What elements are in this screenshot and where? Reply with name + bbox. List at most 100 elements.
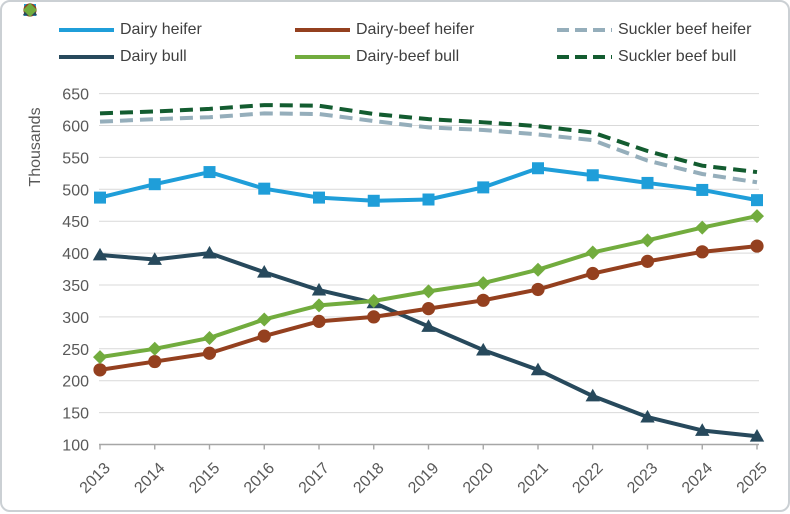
data-point-dairy-heifer [751,194,763,207]
data-point-dairy-beef-heifer [421,302,436,316]
data-point-dairy-heifer [367,194,380,207]
data-point-dairy-bull [695,423,710,436]
data-point-dairy-beef-bull [366,293,381,308]
y-tick-label: 550 [62,150,89,167]
x-tick-label: 2016 [241,460,278,497]
x-tick-label: 2025 [734,460,771,497]
legend-item-suckler-beef-bull: Suckler beef bull [556,47,751,67]
plot-generated: 100 150 200 250 300 350 400 450 500 550 600 650 2013… [22,2,771,497]
data-point-dairy-beef-heifer [257,329,271,343]
series-line-dairy-bull [98,251,759,439]
legend-label: Dairy-beef heifer [356,21,475,38]
data-point-dairy-bull [147,252,162,265]
legend-label: Dairy heifer [120,21,202,38]
series-line-suckler-beef-heifer [99,111,758,185]
data-point-dairy-beef-bull [147,341,162,356]
data-point-dairy-bull [202,245,217,259]
x-tick-label: 2020 [460,460,497,497]
legend-item-suckler-beef-heifer: Suckler beef heifer [556,20,751,40]
y-tick-label: 150 [62,406,89,423]
data-point-dairy-beef-bull [202,330,217,345]
x-tick-label: 2013 [77,460,114,497]
y-tick-label: 650 [62,87,89,104]
data-point-dairy-bull [257,265,272,278]
data-point-dairy-beef-heifer [93,363,107,377]
legend-item-dairy-beef-heifer: Dairy-beef heifer [294,20,556,40]
y-tick-label: 200 [62,374,89,391]
x-tick-label: 2017 [296,460,333,497]
legend-label: Suckler beef bull [618,48,737,65]
data-point-dairy-heifer [148,178,161,191]
data-point-dairy-beef-heifer [531,282,545,297]
y-tick-label: 300 [62,310,89,327]
legend-swatch-dairy-heifer [59,28,114,32]
data-point-dairy-heifer [586,169,599,182]
data-point-dairy-bull [476,342,491,356]
data-point-dairy-beef-bull [585,245,600,260]
data-point-dairy-beef-heifer [750,239,764,253]
data-point-dairy-beef-heifer [367,310,381,324]
y-tick-label: 450 [62,214,89,231]
data-point-dairy-beef-bull [421,284,436,299]
data-point-dairy-heifer [696,183,709,196]
x-tick-label: 2019 [405,460,442,497]
x-tick-label: 2014 [131,460,168,497]
data-point-dairy-bull [92,247,108,261]
data-point-dairy-beef-bull [531,262,545,277]
data-point-dairy-bull [421,319,436,332]
legend-label: Dairy bull [120,48,187,65]
data-point-dairy-bull [530,362,546,376]
data-point-dairy-beef-heifer [640,254,655,268]
data-point-dairy-heifer [422,193,435,206]
y-axis-title: Thousands [27,107,44,186]
legend-marker-diamond [23,3,37,17]
data-point-dairy-heifer [313,191,325,204]
y-tick-label: 400 [62,246,89,263]
data-point-dairy-bull [749,429,765,442]
legend-item-dairy-bull: Dairy bull [58,47,294,67]
series-line-suckler-beef-bull [99,103,758,175]
data-point-dairy-heifer [641,176,654,189]
data-point-dairy-heifer [477,181,490,194]
x-tick-label: 2022 [569,460,606,497]
data-point-dairy-beef-bull [750,209,764,224]
data-point-dairy-beef-bull [93,350,107,365]
data-point-dairy-beef-heifer [695,245,709,259]
data-point-dairy-bull [640,409,655,423]
x-tick-label: 2023 [624,460,661,497]
y-tick-label: 500 [62,182,89,199]
x-tick-label: 2018 [350,460,387,497]
data-point-dairy-heifer [203,166,216,179]
data-point-dairy-beef-heifer [476,293,490,307]
data-point-dairy-beef-bull [312,298,326,313]
data-point-dairy-beef-heifer [202,346,217,360]
data-point-dairy-beef-bull [640,233,655,248]
legend-label: Suckler beef heifer [618,21,752,38]
y-tick-label: 100 [62,438,89,455]
legend-swatch-suckler-beef-bull [557,55,612,59]
data-point-dairy-heifer [94,191,106,204]
data-point-dairy-bull [585,388,600,402]
x-tick-label: 2021 [515,460,552,497]
legend-item-dairy-heifer: Dairy heifer [58,20,294,40]
chart-legend: Dairy heifer Dairy-beef heifer Suckler bee… [58,20,751,67]
legend-swatch-dairy-beef-heifer [295,28,350,32]
legend-swatch-dairy-bull [59,55,114,59]
legend-label: Dairy-beef bull [356,48,460,65]
data-point-dairy-heifer [532,162,544,175]
legend-swatch-dairy-beef-bull [295,55,350,59]
y-tick-label: 350 [62,278,89,295]
data-point-dairy-beef-heifer [148,354,162,369]
data-point-dairy-beef-bull [257,312,272,327]
data-point-dairy-beef-heifer [586,266,600,281]
y-tick-label: 250 [62,342,89,359]
data-point-dairy-beef-heifer [312,314,326,328]
legend-swatch-suckler-beef-heifer [557,28,612,32]
legend-item-dairy-beef-bull: Dairy-beef bull [294,47,556,67]
data-point-dairy-heifer [258,182,271,195]
data-point-dairy-beef-bull [695,220,710,235]
x-tick-label: 2015 [186,460,223,497]
x-tick-label: 2024 [679,460,716,497]
